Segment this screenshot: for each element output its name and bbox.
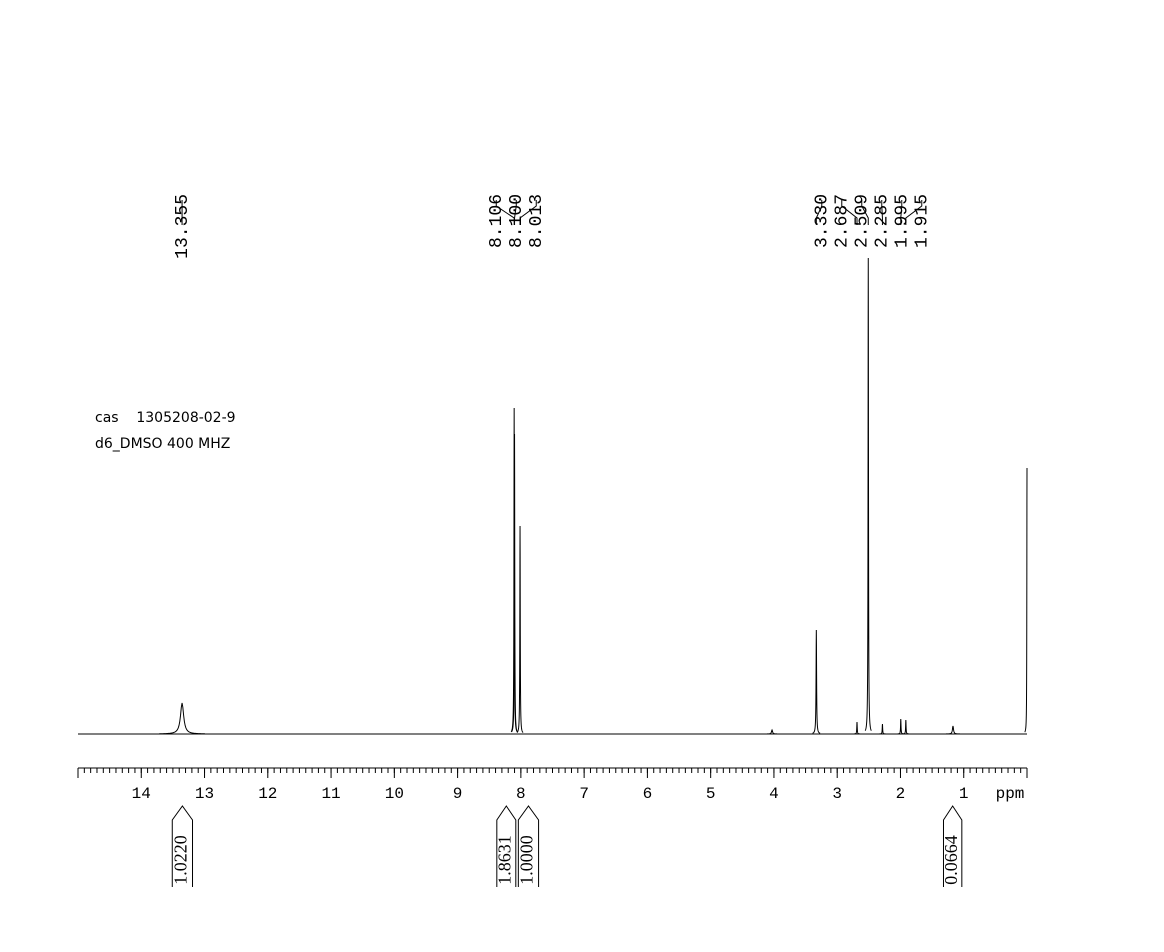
integral-bracket bbox=[942, 805, 963, 887]
peak-label: 2.509 bbox=[853, 194, 873, 248]
peak bbox=[879, 723, 886, 735]
peak-connector bbox=[815, 200, 823, 225]
annotation: d6_DMSO 400 MHZ bbox=[95, 436, 230, 452]
x-tick-label: 3 bbox=[832, 785, 842, 803]
integral-label: 0.0664 bbox=[941, 835, 961, 885]
integral-bracket bbox=[496, 805, 517, 887]
peak-connector bbox=[905, 200, 923, 225]
peak bbox=[812, 629, 821, 734]
peak-connector bbox=[881, 200, 883, 225]
peak bbox=[945, 725, 961, 735]
peak-label: 2.687 bbox=[833, 194, 853, 248]
x-tick-label: 6 bbox=[643, 785, 653, 803]
peak bbox=[864, 257, 872, 731]
peak-label: 8.100 bbox=[507, 194, 527, 248]
peak bbox=[902, 719, 909, 735]
x-tick-label: 10 bbox=[385, 785, 404, 803]
peak-label: 1.915 bbox=[913, 194, 933, 248]
integral-label: 1.0220 bbox=[171, 835, 191, 885]
peak bbox=[511, 433, 518, 733]
peak-label: 8.106 bbox=[487, 194, 507, 248]
annotation: cas 1305208-02-9 bbox=[95, 410, 236, 426]
peak bbox=[516, 525, 524, 733]
peak-connector bbox=[519, 200, 537, 225]
integral-bracket bbox=[517, 805, 540, 887]
integral-label: 1.8631 bbox=[494, 835, 514, 885]
x-tick-label: 12 bbox=[258, 785, 277, 803]
x-tick-label: 13 bbox=[195, 785, 214, 803]
peak-connector bbox=[900, 200, 903, 225]
x-tick-label: 7 bbox=[579, 785, 589, 803]
x-tick-label: 8 bbox=[516, 785, 526, 803]
integral-bracket bbox=[171, 805, 194, 887]
peak-label: 13.355 bbox=[173, 194, 193, 259]
x-tick-label: 2 bbox=[896, 785, 906, 803]
peak-label: 3.330 bbox=[813, 194, 833, 248]
x-axis-label: ppm bbox=[996, 785, 1025, 803]
peak-connector bbox=[861, 200, 869, 225]
x-tick-label: 1 bbox=[959, 785, 969, 803]
peak-connector bbox=[514, 200, 517, 225]
peak-label: 1.995 bbox=[893, 194, 913, 248]
x-tick-label: 4 bbox=[769, 785, 779, 803]
peak-label: 8.013 bbox=[527, 194, 547, 248]
x-tick-label: 11 bbox=[321, 785, 340, 803]
peak bbox=[764, 728, 780, 735]
x-tick-label: 14 bbox=[132, 785, 151, 803]
x-tick-label: 5 bbox=[706, 785, 716, 803]
x-tick-label: 9 bbox=[453, 785, 463, 803]
peak bbox=[159, 702, 205, 735]
peak bbox=[853, 721, 861, 735]
peak-connector bbox=[841, 200, 858, 225]
peak bbox=[1024, 467, 1028, 733]
integral-label: 1.0000 bbox=[517, 835, 537, 885]
